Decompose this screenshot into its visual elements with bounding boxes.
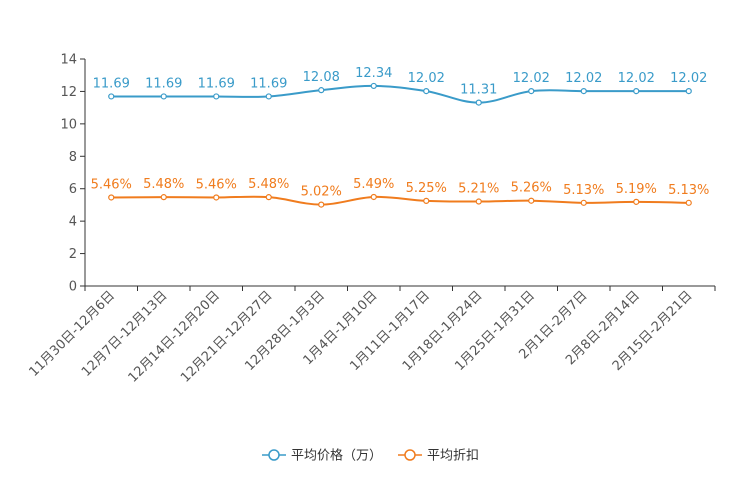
data-label: 5.19% bbox=[616, 182, 657, 197]
y-tick-label: 6 bbox=[69, 182, 77, 197]
data-label: 11.69 bbox=[145, 76, 182, 91]
y-tick-label: 14 bbox=[60, 53, 77, 68]
data-point bbox=[370, 193, 377, 201]
data-label: 5.46% bbox=[196, 177, 237, 192]
data-point bbox=[528, 197, 535, 204]
series-2: 5.46% 5.48% 5.46% 5.48% 5.02% 5.49% 5.25% 5.21%… bbox=[91, 177, 709, 208]
data-label: 11.31 bbox=[460, 83, 497, 98]
legend-marker bbox=[404, 449, 416, 461]
legend: 平均价格（万） 平均折扣 bbox=[262, 448, 479, 464]
data-point bbox=[423, 88, 430, 95]
data-point bbox=[108, 93, 115, 100]
x-tick-label: 12月21日-12月27日 bbox=[178, 288, 275, 385]
data-label: 5.46% bbox=[91, 177, 132, 192]
data-label: 5.02% bbox=[301, 185, 342, 200]
legend-label: 平均价格（万） bbox=[291, 448, 382, 464]
legend-item-1: 平均价格（万） bbox=[262, 448, 382, 464]
data-label: 11.69 bbox=[93, 76, 130, 91]
series-line bbox=[111, 84, 689, 104]
data-label: 12.02 bbox=[408, 71, 445, 86]
data-point bbox=[265, 93, 272, 100]
data-point bbox=[370, 82, 377, 90]
data-label: 11.69 bbox=[250, 76, 287, 91]
data-label: 5.25% bbox=[406, 181, 447, 196]
data-label: 12.02 bbox=[565, 71, 602, 86]
data-point bbox=[108, 194, 115, 201]
series-line bbox=[111, 195, 689, 206]
data-point bbox=[423, 197, 430, 204]
data-point bbox=[580, 88, 587, 95]
data-label: 12.02 bbox=[618, 71, 655, 86]
data-point bbox=[475, 99, 482, 106]
data-label: 12.02 bbox=[670, 71, 707, 86]
x-tick-label: 11月30日-12月6日 bbox=[26, 288, 118, 380]
data-point bbox=[213, 93, 220, 100]
data-label: 5.13% bbox=[563, 183, 604, 198]
data-point bbox=[633, 88, 640, 95]
legend-marker bbox=[268, 449, 280, 461]
data-point bbox=[685, 88, 692, 95]
data-label: 5.49% bbox=[353, 177, 394, 192]
data-point bbox=[475, 198, 482, 205]
data-point bbox=[160, 194, 167, 201]
data-point bbox=[213, 194, 220, 201]
data-label: 5.21% bbox=[458, 182, 499, 197]
data-point bbox=[528, 88, 535, 95]
y-tick-label: 12 bbox=[60, 85, 77, 100]
data-point bbox=[580, 199, 587, 206]
data-label: 5.48% bbox=[248, 177, 289, 192]
data-point bbox=[318, 87, 325, 94]
data-label: 11.69 bbox=[198, 76, 235, 91]
data-point bbox=[265, 194, 272, 201]
data-label: 12.02 bbox=[513, 71, 550, 86]
legend-item-2: 平均折扣 bbox=[398, 449, 479, 464]
data-point bbox=[685, 199, 692, 206]
data-label: 12.34 bbox=[355, 66, 392, 81]
legend-label: 平均折扣 bbox=[427, 449, 479, 464]
data-label: 12.08 bbox=[303, 70, 340, 85]
data-point bbox=[633, 198, 640, 205]
y-tick-label: 4 bbox=[69, 215, 77, 230]
series-layer: 11.69 11.69 11.69 11.69 12.08 12.34 12.02 11.31… bbox=[91, 66, 709, 208]
data-label: 5.26% bbox=[511, 181, 552, 196]
axes: 0246810121411月30日-12月6日12月7日-12月13日12月14… bbox=[26, 53, 716, 386]
y-tick-label: 2 bbox=[69, 247, 77, 262]
y-tick-label: 0 bbox=[69, 280, 77, 295]
x-tick-label: 12月14日-12月20日 bbox=[126, 288, 223, 385]
y-tick-label: 10 bbox=[60, 117, 77, 132]
series-1: 11.69 11.69 11.69 11.69 12.08 12.34 12.02 11.31… bbox=[93, 66, 707, 106]
data-point bbox=[318, 201, 325, 208]
data-label: 5.13% bbox=[668, 183, 709, 198]
y-tick-label: 8 bbox=[69, 150, 77, 165]
data-label: 5.48% bbox=[143, 177, 184, 192]
data-point bbox=[160, 93, 167, 100]
